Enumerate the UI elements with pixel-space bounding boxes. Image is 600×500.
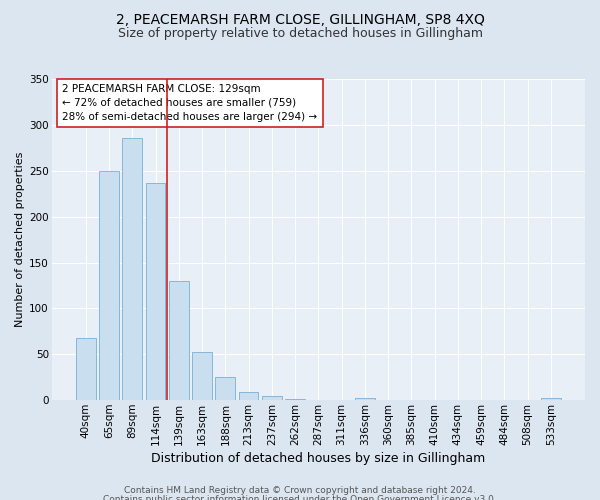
Text: 2, PEACEMARSH FARM CLOSE, GILLINGHAM, SP8 4XQ: 2, PEACEMARSH FARM CLOSE, GILLINGHAM, SP… xyxy=(116,12,484,26)
Bar xyxy=(239,392,259,400)
Bar xyxy=(146,182,166,400)
Text: Size of property relative to detached houses in Gillingham: Size of property relative to detached ho… xyxy=(118,28,482,40)
Bar xyxy=(541,398,561,400)
Y-axis label: Number of detached properties: Number of detached properties xyxy=(15,152,25,328)
Bar xyxy=(355,398,375,400)
Bar xyxy=(76,338,96,400)
Bar xyxy=(215,377,235,400)
Bar xyxy=(122,138,142,400)
Bar xyxy=(192,352,212,400)
Text: Contains public sector information licensed under the Open Government Licence v3: Contains public sector information licen… xyxy=(103,495,497,500)
Bar xyxy=(262,396,282,400)
Bar xyxy=(99,171,119,400)
Text: Contains HM Land Registry data © Crown copyright and database right 2024.: Contains HM Land Registry data © Crown c… xyxy=(124,486,476,495)
X-axis label: Distribution of detached houses by size in Gillingham: Distribution of detached houses by size … xyxy=(151,452,485,465)
Bar xyxy=(169,281,189,400)
Bar xyxy=(285,399,305,400)
Text: 2 PEACEMARSH FARM CLOSE: 129sqm
← 72% of detached houses are smaller (759)
28% o: 2 PEACEMARSH FARM CLOSE: 129sqm ← 72% of… xyxy=(62,84,317,122)
